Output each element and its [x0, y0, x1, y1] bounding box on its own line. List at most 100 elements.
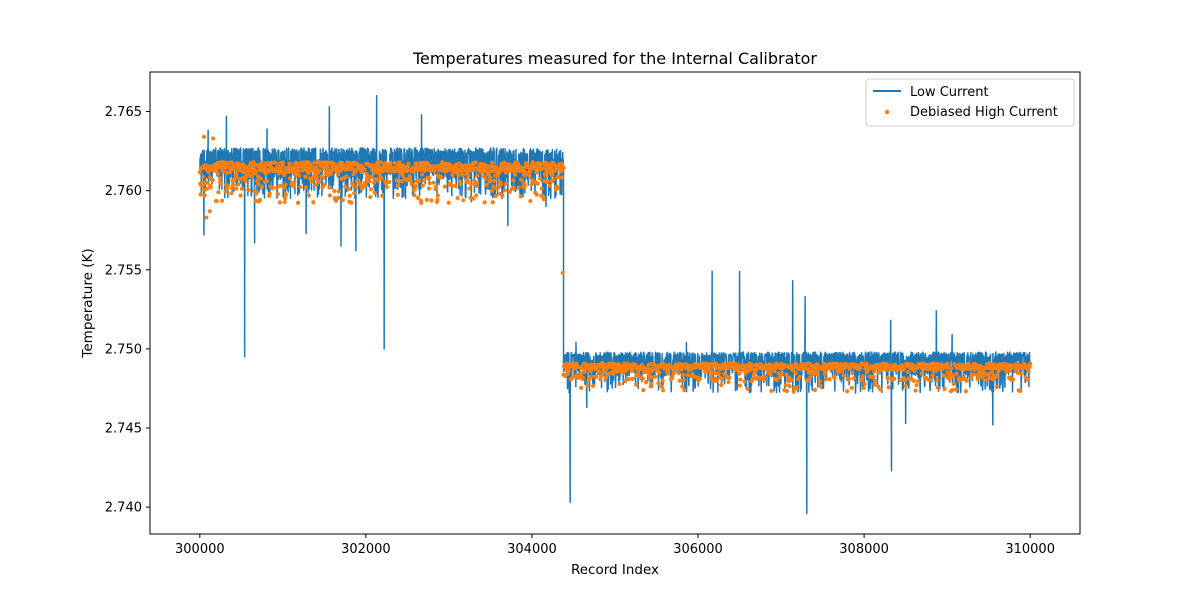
scatter-point [537, 176, 543, 181]
scatter-point [384, 184, 390, 190]
scatter-point [930, 373, 935, 378]
scatter-point [641, 388, 646, 393]
series-debiased-high-current [197, 134, 1033, 394]
scatter-point [561, 165, 566, 171]
scatter-point [789, 377, 794, 383]
scatter-point [534, 170, 539, 175]
scatter-point [282, 196, 288, 201]
scatter-point [420, 183, 425, 188]
scatter-point [1007, 368, 1012, 374]
scatter-point [516, 161, 521, 166]
y-tick-label: 2.765 [105, 105, 142, 120]
scatter-point [951, 375, 956, 380]
scatter-point [249, 173, 254, 178]
scatter-point [218, 181, 223, 187]
scatter-point [500, 193, 505, 198]
x-axis: 300000 302000 304000 306000 308000 310000 [175, 534, 1055, 557]
scatter-point [473, 160, 478, 165]
scatter-point [346, 186, 352, 192]
scatter-point [1018, 371, 1023, 376]
scatter-point [446, 200, 451, 205]
scatter-point [392, 161, 398, 166]
scatter-point [555, 174, 560, 179]
scatter-point [714, 378, 719, 384]
scatter-point [784, 372, 789, 377]
scatter-point [336, 189, 341, 194]
scatter-point [364, 179, 369, 184]
scatter-point [272, 160, 278, 165]
scatter-point [805, 378, 810, 383]
scatter-point [471, 196, 476, 201]
scatter-point [362, 167, 367, 172]
scatter-point [795, 385, 800, 390]
scatter-point [677, 378, 682, 383]
scatter-point [708, 376, 713, 381]
x-axis-label: Record Index [571, 562, 659, 578]
legend-label-low-current: Low Current [910, 85, 989, 100]
scatter-point [817, 379, 822, 384]
scatter-point [878, 387, 883, 392]
scatter-point [590, 367, 595, 372]
scatter-point [291, 183, 296, 189]
scatter-point [541, 196, 546, 202]
scatter-point [916, 379, 921, 384]
legend-label-debiased-high-current: Debiased High Current [910, 105, 1058, 120]
scatter-point [378, 160, 383, 165]
x-tick-label: 302000 [341, 542, 391, 557]
scatter-point [303, 174, 308, 179]
scatter-point [528, 198, 533, 204]
scatter-point [518, 177, 524, 182]
scatter-point [518, 194, 523, 199]
scatter-point [474, 193, 479, 198]
scatter-point [275, 191, 280, 197]
scatter-point [676, 370, 681, 376]
scatter-point [504, 181, 509, 186]
y-axis-label: Temperature (K) [80, 248, 96, 358]
scatter-point [534, 192, 539, 197]
scatter-point [208, 185, 213, 190]
scatter-point [581, 376, 586, 381]
scatter-point [434, 184, 439, 189]
scatter-point [697, 376, 702, 381]
scatter-point [234, 173, 239, 178]
scatter-point [354, 185, 359, 190]
scatter-point [278, 183, 283, 188]
legend-box [865, 78, 1075, 127]
scatter-point [288, 161, 293, 166]
scatter-point [465, 178, 470, 183]
scatter-point [381, 168, 386, 174]
scatter-point [493, 193, 499, 198]
scatter-point [650, 368, 655, 374]
scatter-point [811, 371, 816, 376]
scatter-point [429, 198, 434, 203]
scatter-point [975, 376, 980, 382]
scatter-point [559, 175, 565, 180]
scatter-point [293, 160, 299, 165]
scatter-point [375, 160, 380, 165]
scatter-point [259, 184, 265, 189]
scatter-point [375, 178, 381, 183]
scatter-point [885, 375, 890, 381]
scatter-point [322, 182, 327, 187]
scatter-point [305, 166, 310, 171]
scatter-point [634, 382, 639, 387]
scatter-point [253, 168, 258, 173]
scatter-point [502, 188, 508, 193]
scatter-point [512, 172, 518, 177]
scatter-point [216, 190, 221, 195]
scatter-point [860, 374, 865, 379]
scatter-point [671, 370, 677, 375]
scatter-point [200, 174, 206, 180]
scatter-point [406, 161, 411, 166]
scatter-point [590, 383, 596, 388]
scatter-point [847, 366, 852, 372]
scatter-point [295, 168, 300, 173]
scatter-point [873, 378, 878, 383]
scatter-point [775, 377, 780, 383]
scatter-point [779, 372, 784, 377]
scatter-point [490, 160, 495, 165]
scatter-point [387, 179, 392, 185]
scatter-point [379, 193, 385, 198]
scatter-point [680, 384, 685, 389]
